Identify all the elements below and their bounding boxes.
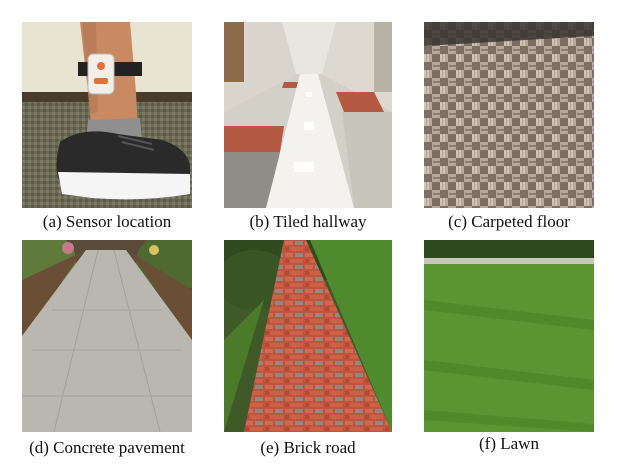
photo-brick-road (224, 240, 392, 432)
caption-sensor-location: (a) Sensor location (42, 212, 172, 231)
photo-concrete-pavement (22, 240, 192, 432)
carpeted-floor-illustration (424, 22, 594, 208)
photo-lawn (424, 240, 594, 432)
sensor-location-illustration (22, 22, 192, 208)
photo-sensor-location (22, 22, 192, 208)
brick-road-illustration (224, 240, 392, 432)
photo-tiled-hallway (224, 22, 392, 208)
lawn-illustration (424, 240, 594, 432)
concrete-pavement-illustration (22, 240, 192, 432)
tiled-hallway-illustration (224, 22, 392, 208)
photo-carpeted-floor (424, 22, 594, 208)
caption-lawn: (f) Lawn (479, 434, 539, 453)
caption-brick-road: (e) Brick road (260, 438, 356, 457)
caption-tiled-hallway: (b) Tiled hallway (249, 212, 367, 231)
caption-concrete-pavement: (d) Concrete pavement (29, 438, 185, 457)
caption-carpeted-floor: (c) Carpeted floor (448, 212, 570, 231)
